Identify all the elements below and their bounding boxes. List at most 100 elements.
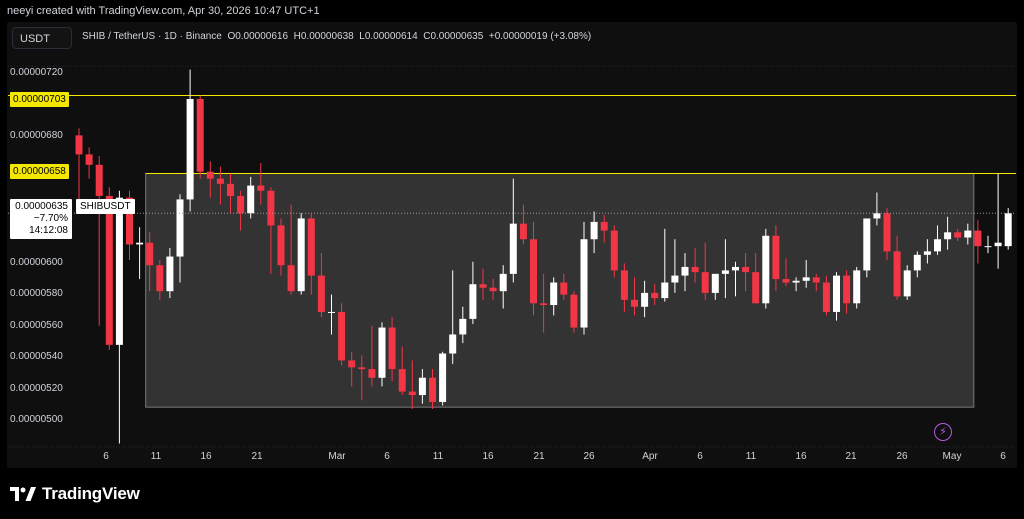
candle-up <box>641 292 649 307</box>
candle-down <box>287 265 295 292</box>
x-tick-label: 21 <box>251 451 263 462</box>
candle-up <box>863 218 871 271</box>
candle-down <box>782 279 790 283</box>
x-tick-label: 6 <box>697 451 703 462</box>
candle-up <box>732 266 739 271</box>
candle-down <box>631 299 638 307</box>
candle-down <box>822 282 830 312</box>
x-tick-label: May <box>942 451 962 462</box>
candle-up <box>934 239 941 252</box>
change-value: +0.00000019 (+3.08%) <box>488 31 592 42</box>
candle-up <box>873 213 881 219</box>
open-label: O <box>227 31 236 42</box>
candle-down <box>560 282 568 295</box>
candle-up <box>681 266 689 276</box>
last-price: 0.00000635 <box>15 201 68 212</box>
x-tick-label: 6 <box>384 451 390 462</box>
low-value: 0.00000614 <box>364 31 418 42</box>
candle-down <box>620 270 628 300</box>
level-label-high: 0.00000703 <box>10 92 69 107</box>
candle-down <box>146 242 154 266</box>
y-tick-label: 0.00000560 <box>10 320 63 331</box>
candle-up <box>509 223 517 274</box>
candle-down <box>156 265 164 292</box>
candle-down <box>540 303 548 306</box>
candle-down <box>307 218 315 276</box>
candle-down <box>489 287 497 292</box>
candle-up <box>418 377 426 396</box>
candle-down <box>317 275 325 312</box>
candle-up <box>449 334 457 354</box>
candle-down <box>974 230 982 247</box>
candle-up <box>550 282 558 306</box>
candle-up <box>115 197 123 345</box>
x-tick-label: 16 <box>200 451 212 462</box>
candle-up <box>186 99 194 200</box>
candle-down <box>479 284 487 288</box>
level-label-range-top: 0.00000658 <box>10 164 69 179</box>
candle-up <box>580 239 588 328</box>
candle-down <box>570 294 578 328</box>
candle-up <box>994 242 1002 247</box>
candle-down <box>196 99 204 172</box>
candle-down <box>954 232 962 238</box>
symbol-legend: SHIB / TetherUS · 1D · Binance O 0.000006… <box>82 31 591 42</box>
x-tick-label: 6 <box>1000 451 1006 462</box>
candle-down <box>610 230 618 271</box>
candle-up <box>176 199 184 257</box>
candle-up <box>762 235 770 304</box>
x-tick-label: Mar <box>328 451 346 462</box>
candle-up <box>964 230 972 238</box>
candle-up <box>923 251 931 255</box>
tradingview-logo: TradingView <box>10 484 140 504</box>
candle-down <box>600 221 608 231</box>
candle-down <box>348 360 356 368</box>
bar-countdown: 14:12:08 <box>29 225 68 236</box>
candle-down <box>812 277 820 283</box>
candle-up <box>711 273 719 293</box>
candle-down <box>398 369 406 392</box>
candle-down <box>519 223 527 240</box>
x-tick-label: 11 <box>432 451 444 462</box>
candle-up <box>297 218 305 292</box>
low-label: L <box>359 31 365 42</box>
candle-down <box>85 154 93 165</box>
candle-up <box>166 256 174 292</box>
candle-down <box>368 369 376 378</box>
candle-down <box>883 213 891 252</box>
x-tick-label: 21 <box>533 451 545 462</box>
candle-up <box>459 318 467 335</box>
candle-up <box>469 284 477 319</box>
candle-down <box>338 311 346 361</box>
candle-up <box>671 275 679 283</box>
currency-button[interactable]: USDT <box>12 27 72 49</box>
lightning-icon[interactable]: ⚡︎ <box>934 423 952 441</box>
candle-up <box>590 221 598 240</box>
candle-down <box>701 272 709 293</box>
y-tick-label: 0.00000600 <box>10 257 63 268</box>
candle-down <box>843 275 851 304</box>
x-tick-label: 26 <box>896 451 908 462</box>
candle-up <box>802 277 810 281</box>
candle-up <box>328 311 335 313</box>
candle-down <box>206 171 214 179</box>
candle-down <box>277 225 285 266</box>
y-tick-label: 0.00000720 <box>10 67 63 78</box>
candle-up <box>853 270 861 304</box>
high-label: H <box>293 31 301 42</box>
close-label: C <box>423 31 431 42</box>
last-change: −7.70% <box>33 213 68 224</box>
close-value: 0.00000635 <box>430 31 484 42</box>
logo-text: TradingView <box>42 484 140 503</box>
symbol-title[interactable]: SHIB / TetherUS · 1D · Binance <box>82 31 222 42</box>
candle-down <box>429 377 436 402</box>
y-tick-label: 0.00000500 <box>10 414 63 425</box>
candle-down <box>216 178 224 184</box>
candle-down <box>772 235 780 280</box>
candle-up <box>136 242 144 245</box>
high-value: 0.00000638 <box>300 31 354 42</box>
x-tick-label: 6 <box>103 451 109 462</box>
candle-down <box>257 185 265 191</box>
candle-up <box>378 327 386 378</box>
